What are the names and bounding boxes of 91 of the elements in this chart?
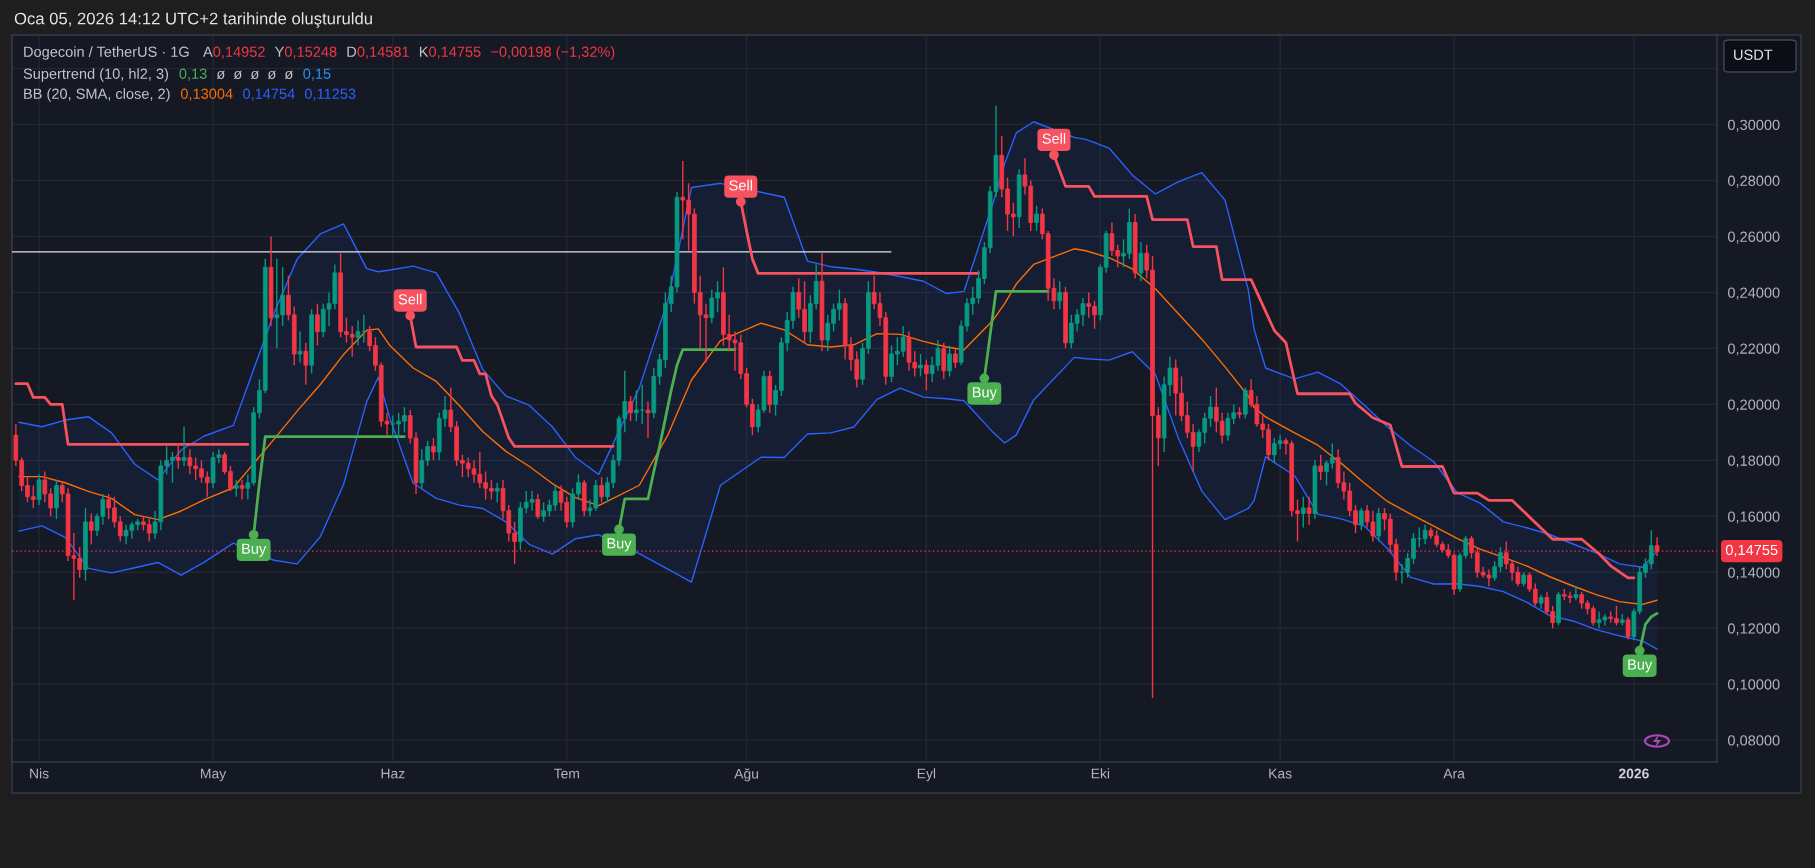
annotation: 0,14754 [243, 88, 295, 101]
candlestick [1318, 454, 1324, 481]
annotation: 0,11253 [304, 88, 356, 101]
annotation: K [419, 46, 429, 57]
point [248, 529, 259, 540]
x-tick-label: Ara [1443, 768, 1465, 779]
candlestick [628, 395, 633, 422]
candlestick [1138, 241, 1144, 282]
y-tick-label: 0,26000 [1727, 231, 1780, 244]
text: Oca 05, 2026 14:12 UTC+2 tarihinde oluşturuldu [14, 12, 372, 28]
candlestick [303, 342, 309, 386]
candlestick [535, 493, 541, 520]
point [614, 524, 624, 535]
candlestick [54, 479, 59, 520]
candlestick [1242, 386, 1248, 420]
y-tick-label: 0,16000 [1727, 511, 1780, 524]
candlestick [88, 512, 94, 545]
candlestick [181, 426, 187, 467]
candlestick [239, 479, 245, 501]
y-tick-label: 0,08000 [1727, 735, 1780, 748]
candlestick [947, 344, 952, 378]
candlestick [1057, 280, 1063, 310]
candlestick [297, 330, 303, 364]
candlestick [941, 342, 947, 380]
annotation: Buy [242, 543, 267, 557]
x-tick-label: Kas [1269, 768, 1292, 779]
annotation: Sell [398, 293, 422, 305]
candlestick [924, 358, 929, 392]
candlestick [1306, 496, 1312, 526]
y-tick-label: 0,22000 [1727, 343, 1780, 356]
x-tick-label: Nis [30, 768, 49, 779]
annotation: Sell [1042, 133, 1066, 144]
annotation: ø ø ø ø ø [216, 70, 293, 80]
line-series [18, 351, 1658, 650]
x-tick-label: Eki [1091, 768, 1110, 779]
y-tick-label: 0,30000 [1727, 119, 1780, 132]
candlestick [1625, 616, 1631, 641]
candlestick [599, 476, 604, 504]
annotation: A [203, 46, 213, 57]
annotation: Buy [1628, 659, 1653, 673]
ref-line-label: 0,14755 [1725, 544, 1778, 557]
candlestick [1573, 585, 1579, 601]
y-tick-label: 0,10000 [1727, 679, 1780, 692]
annotation: Y [274, 46, 285, 57]
x-tick-label: Haz [381, 768, 405, 779]
annotation: 0,15 [303, 68, 331, 81]
annotation: 0,14755 [429, 46, 481, 59]
annotation: 0,14952 [213, 46, 265, 59]
candlestick [494, 482, 500, 504]
candlestick [645, 400, 651, 439]
point [1049, 150, 1059, 160]
text: Dogecoin / TetherUS · 1G [24, 46, 189, 60]
line-series [18, 248, 1658, 606]
candlestick [315, 302, 320, 347]
y-axis-title: USDT [1734, 49, 1773, 60]
x-tick-label: 2026 [1618, 768, 1649, 779]
annotation: 0,14581 [357, 46, 409, 59]
annotation: 0,13004 [180, 88, 233, 101]
y-tick-label: 0,18000 [1727, 455, 1780, 468]
candlestick [1358, 507, 1364, 531]
x-tick-label: Ağu [734, 768, 759, 782]
y-tick-label: 0,20000 [1727, 399, 1780, 412]
point [979, 373, 990, 384]
annotation: 0,15248 [284, 46, 337, 59]
x-tick-label: May [201, 768, 227, 782]
y-tick-label: 0,24000 [1727, 287, 1780, 300]
candlestick [1376, 507, 1382, 543]
point [1634, 645, 1645, 656]
annotation: D [347, 46, 357, 57]
x-tick-label: Eyl [917, 768, 936, 782]
annotation: 0,13 [179, 68, 207, 81]
candlestick [953, 347, 958, 369]
point [405, 310, 416, 321]
annotation: Buy [607, 538, 632, 552]
annotation: −0,00198 (−1,32%) [491, 46, 615, 60]
candlestick [175, 442, 181, 470]
point [735, 196, 746, 207]
annotation: Buy [972, 387, 997, 401]
candlestick [1422, 524, 1428, 545]
candlestick [1034, 205, 1039, 232]
candlestick [36, 473, 42, 506]
annotation: BB (20, SMA, close, 2) [24, 88, 170, 102]
annotation: Sell [729, 179, 752, 191]
candlestick [431, 437, 436, 462]
y-tick-label: 0,14000 [1727, 567, 1780, 580]
candlestick [1300, 496, 1306, 529]
y-tick-label: 0,28000 [1727, 175, 1780, 188]
x-tick-label: Tem [554, 768, 579, 779]
y-tick-label: 0,12000 [1727, 623, 1780, 636]
candlestick [918, 353, 923, 378]
annotation: Supertrend (10, hl2, 3) [23, 68, 169, 82]
